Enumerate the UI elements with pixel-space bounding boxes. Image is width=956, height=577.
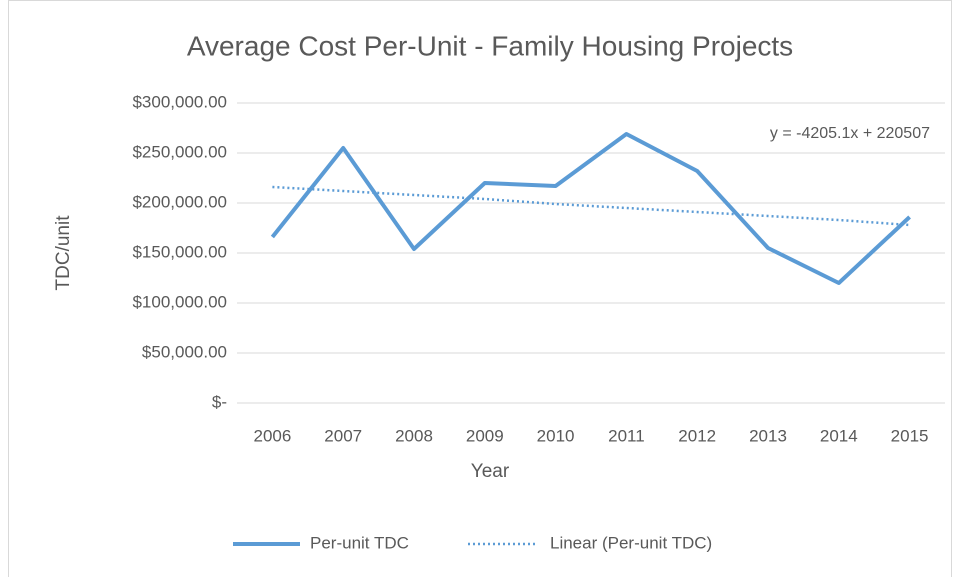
y-tick-label: $50,000.00: [142, 342, 227, 361]
legend-label: Linear (Per-unit TDC): [550, 533, 712, 552]
y-tick-label: $-: [212, 392, 227, 411]
x-tick-label: 2011: [608, 426, 645, 445]
x-tick-label: 2009: [466, 426, 504, 445]
x-tick-label: 2007: [324, 426, 362, 445]
series-line: [270, 132, 911, 285]
x-axis-label: Year: [471, 461, 510, 482]
x-tick-label: 2006: [253, 426, 291, 445]
x-tick-label: 2008: [395, 426, 433, 445]
x-tick-label: 2015: [891, 426, 929, 445]
y-tick-label: $250,000.00: [132, 142, 227, 161]
y-tick-label: $200,000.00: [132, 192, 227, 211]
x-tick-label: 2013: [749, 426, 787, 445]
y-axis-label: TDC/unit: [53, 215, 74, 291]
y-tick-label: $100,000.00: [132, 292, 227, 311]
trend-equation: y = -4205.1x + 220507: [770, 125, 930, 142]
series-line: [272, 185, 910, 227]
y-tick-label: $150,000.00: [132, 242, 227, 261]
chart-title: Average Cost Per-Unit - Family Housing P…: [187, 30, 793, 61]
chart-frame: [8, 0, 952, 577]
legend-label: Per-unit TDC: [310, 533, 409, 552]
x-tick-label: 2010: [537, 426, 575, 445]
x-tick-label: 2012: [678, 426, 716, 445]
y-tick-label: $300,000.00: [132, 92, 227, 111]
x-tick-label: 2014: [820, 426, 858, 445]
